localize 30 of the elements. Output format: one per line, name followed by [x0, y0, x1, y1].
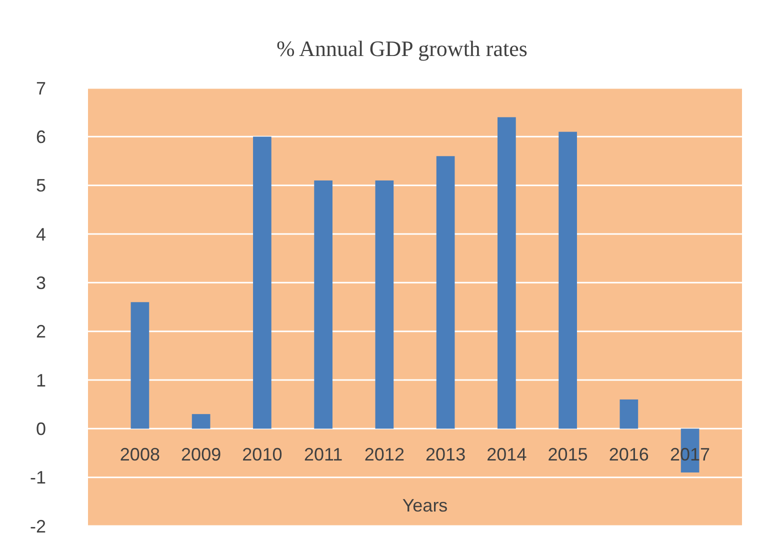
y-tick-label: 3	[36, 272, 46, 293]
bar	[498, 117, 516, 429]
bar	[436, 156, 455, 429]
y-tick-label: 2	[36, 322, 46, 342]
x-axis-title: Years	[402, 496, 448, 516]
bar	[130, 302, 150, 429]
y-tick-label: -2	[30, 516, 46, 536]
x-tick-label: 2014	[486, 444, 527, 465]
y-tick-label: 7	[36, 78, 46, 98]
y-tick-label: 6	[36, 126, 46, 147]
bar	[620, 399, 638, 429]
x-tick-label: 2015	[548, 444, 588, 465]
x-tick-label: 2012	[364, 444, 404, 465]
x-tick-label: 2010	[242, 444, 282, 465]
x-tick-label: 2011	[304, 444, 343, 465]
y-tick-label: 1	[36, 370, 46, 390]
bar	[558, 132, 577, 429]
chart-title: % Annual GDP growth rates	[276, 36, 528, 61]
x-tick-label: 2009	[181, 444, 222, 465]
y-tick-label: 0	[36, 418, 46, 439]
x-tick-label: 2013	[426, 444, 466, 465]
bar	[192, 414, 210, 429]
y-tick-label: 5	[36, 176, 46, 196]
bar	[253, 136, 272, 429]
x-tick-label: 2016	[608, 444, 649, 465]
x-tick-label: 2008	[120, 444, 160, 465]
y-tick-label: -1	[30, 468, 46, 488]
y-tick-label: 4	[36, 224, 46, 244]
bar	[375, 180, 394, 429]
bar	[314, 180, 332, 429]
